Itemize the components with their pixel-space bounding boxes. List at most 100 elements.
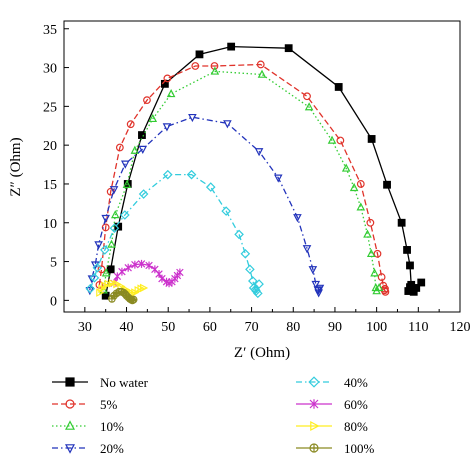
legend-label: 5% (100, 397, 118, 412)
data-point (94, 241, 103, 250)
x-tick-label: 120 (450, 320, 471, 335)
data-point (210, 66, 220, 75)
data-point (315, 284, 325, 293)
series-7 (108, 287, 138, 305)
data-point (336, 136, 345, 145)
data-point (92, 262, 103, 273)
data-point (341, 163, 351, 172)
legend-swatch-marker (309, 443, 319, 453)
data-point (303, 92, 311, 101)
data-point (374, 283, 384, 292)
data-point (138, 131, 146, 139)
x-tick-label: 70 (245, 320, 259, 335)
data-point (304, 102, 314, 111)
data-point (107, 239, 116, 248)
data-point (138, 145, 148, 154)
axis-layer: 30 40 50 60 70 80 90 100 110 120 0 5 10 15 20 25 30 35 (43, 23, 471, 335)
data-point (363, 229, 372, 238)
plot-frame (63, 20, 461, 313)
legend-label: 10% (100, 419, 124, 434)
y-tick-label: 30 (43, 62, 57, 77)
legend-item: 80% (296, 419, 368, 434)
legend-label: 40% (344, 375, 368, 390)
data-point (373, 249, 382, 258)
data-point (131, 260, 139, 269)
data-point (89, 273, 100, 283)
x-tick-label: 100 (366, 320, 387, 335)
data-point (284, 44, 293, 53)
series-1 (95, 60, 390, 296)
x-tick-label: 50 (161, 320, 175, 335)
y-tick-label: 5 (50, 256, 57, 271)
legend-swatch-marker (308, 376, 320, 388)
data-point (406, 261, 414, 270)
data-point (101, 223, 110, 232)
data-point (113, 279, 122, 289)
data-point (245, 264, 255, 275)
data-point (254, 148, 264, 157)
data-point (162, 123, 172, 132)
legend-label: 100% (344, 441, 375, 456)
series-line (105, 45, 422, 296)
data-point (115, 143, 124, 152)
data-point (366, 218, 375, 227)
data-point (166, 89, 176, 98)
data-point (120, 160, 130, 169)
series-line (98, 63, 387, 293)
y-tick-label: 15 (43, 178, 57, 193)
y-tick-label: 10 (43, 217, 57, 232)
data-point (176, 268, 184, 277)
data-point (366, 248, 376, 258)
data-point (90, 261, 100, 270)
data-point (120, 210, 130, 220)
data-point (302, 245, 312, 254)
data-point (118, 267, 126, 276)
data-point (273, 174, 283, 183)
data-point (104, 279, 113, 289)
data-point (205, 182, 216, 192)
series-0 (101, 42, 426, 300)
legend-label: 60% (344, 397, 368, 412)
y-tick-label: 35 (43, 23, 57, 38)
legend-label: 80% (344, 419, 368, 434)
data-point (110, 210, 120, 219)
legend-label: 20% (100, 441, 124, 456)
data-point (308, 266, 318, 275)
data-point (221, 206, 231, 216)
legend-swatch-marker (310, 421, 320, 431)
data-point (327, 135, 337, 144)
data-point (417, 278, 426, 287)
legend-item: 40% (296, 375, 368, 390)
series-3 (85, 113, 325, 298)
legend-item: 5% (52, 397, 118, 412)
x-tick-label: 30 (78, 320, 92, 335)
data-point (126, 120, 135, 129)
data-point (163, 74, 172, 83)
series-4 (85, 169, 264, 299)
data-point (109, 186, 119, 195)
data-point (139, 283, 149, 293)
data-point (137, 259, 146, 268)
data-point (101, 268, 111, 277)
data-point (108, 278, 117, 288)
data-point (397, 218, 406, 227)
data-point (143, 96, 151, 105)
series-line (102, 70, 380, 293)
data-point (403, 246, 411, 254)
data-point (162, 169, 173, 180)
data-point (356, 202, 366, 211)
legend-swatch-marker (65, 420, 75, 430)
data-point (254, 279, 264, 289)
data-point (356, 180, 365, 188)
data-point (145, 261, 153, 270)
data-point (334, 83, 343, 91)
data-point (109, 223, 120, 234)
data-point (367, 135, 376, 143)
data-point (158, 274, 166, 283)
legend-label: No water (100, 375, 149, 390)
data-point (85, 283, 96, 294)
x-axis-title: Z′ (Ohm) (234, 345, 290, 361)
series-line (89, 116, 321, 293)
data-point (148, 113, 158, 123)
legend-item: 20% (52, 441, 124, 456)
